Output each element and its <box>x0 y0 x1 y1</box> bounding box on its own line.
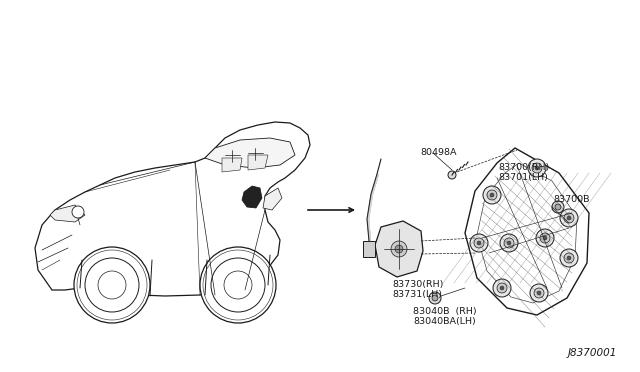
Circle shape <box>224 271 252 299</box>
Circle shape <box>540 233 550 243</box>
Circle shape <box>560 209 578 227</box>
Circle shape <box>395 245 403 253</box>
Text: 83700B: 83700B <box>553 195 589 204</box>
Circle shape <box>564 253 574 263</box>
Circle shape <box>477 241 481 245</box>
Text: 83730(RH): 83730(RH) <box>392 280 444 289</box>
Circle shape <box>98 271 126 299</box>
Circle shape <box>85 258 139 312</box>
Circle shape <box>567 216 571 220</box>
Circle shape <box>530 284 548 302</box>
Circle shape <box>483 186 501 204</box>
Text: J8370001: J8370001 <box>568 348 617 358</box>
Polygon shape <box>363 241 375 257</box>
Text: 80498A: 80498A <box>420 148 456 157</box>
Polygon shape <box>263 188 282 210</box>
Circle shape <box>470 234 488 252</box>
Circle shape <box>555 204 561 210</box>
Text: 83040B  (RH): 83040B (RH) <box>413 307 477 316</box>
Circle shape <box>543 236 547 240</box>
Circle shape <box>528 159 546 177</box>
Circle shape <box>564 213 574 223</box>
Polygon shape <box>222 158 242 172</box>
Polygon shape <box>248 155 268 170</box>
Circle shape <box>500 234 518 252</box>
Text: 83731(LH): 83731(LH) <box>392 290 442 299</box>
Circle shape <box>200 247 276 323</box>
Polygon shape <box>205 138 295 168</box>
Polygon shape <box>242 186 262 208</box>
Polygon shape <box>465 148 589 315</box>
Circle shape <box>490 193 494 197</box>
Circle shape <box>211 258 265 312</box>
Circle shape <box>560 249 578 267</box>
Circle shape <box>507 241 511 245</box>
Text: 83700(RH): 83700(RH) <box>498 163 549 172</box>
Circle shape <box>474 238 484 248</box>
Circle shape <box>391 241 407 257</box>
Polygon shape <box>375 221 423 277</box>
Circle shape <box>429 292 441 304</box>
Text: 83040BA(LH): 83040BA(LH) <box>413 317 476 326</box>
Circle shape <box>532 163 542 173</box>
Circle shape <box>497 283 507 293</box>
Polygon shape <box>35 122 310 296</box>
Circle shape <box>534 288 544 298</box>
Circle shape <box>493 279 511 297</box>
Circle shape <box>500 286 504 290</box>
Circle shape <box>552 201 564 213</box>
Circle shape <box>504 238 514 248</box>
Circle shape <box>535 166 539 170</box>
Circle shape <box>567 256 571 260</box>
Circle shape <box>448 171 456 179</box>
Text: 83701(LH): 83701(LH) <box>498 173 548 182</box>
Circle shape <box>72 206 84 218</box>
Circle shape <box>432 295 438 301</box>
Circle shape <box>536 229 554 247</box>
Polygon shape <box>50 205 85 222</box>
Circle shape <box>487 190 497 200</box>
Circle shape <box>74 247 150 323</box>
Circle shape <box>537 291 541 295</box>
